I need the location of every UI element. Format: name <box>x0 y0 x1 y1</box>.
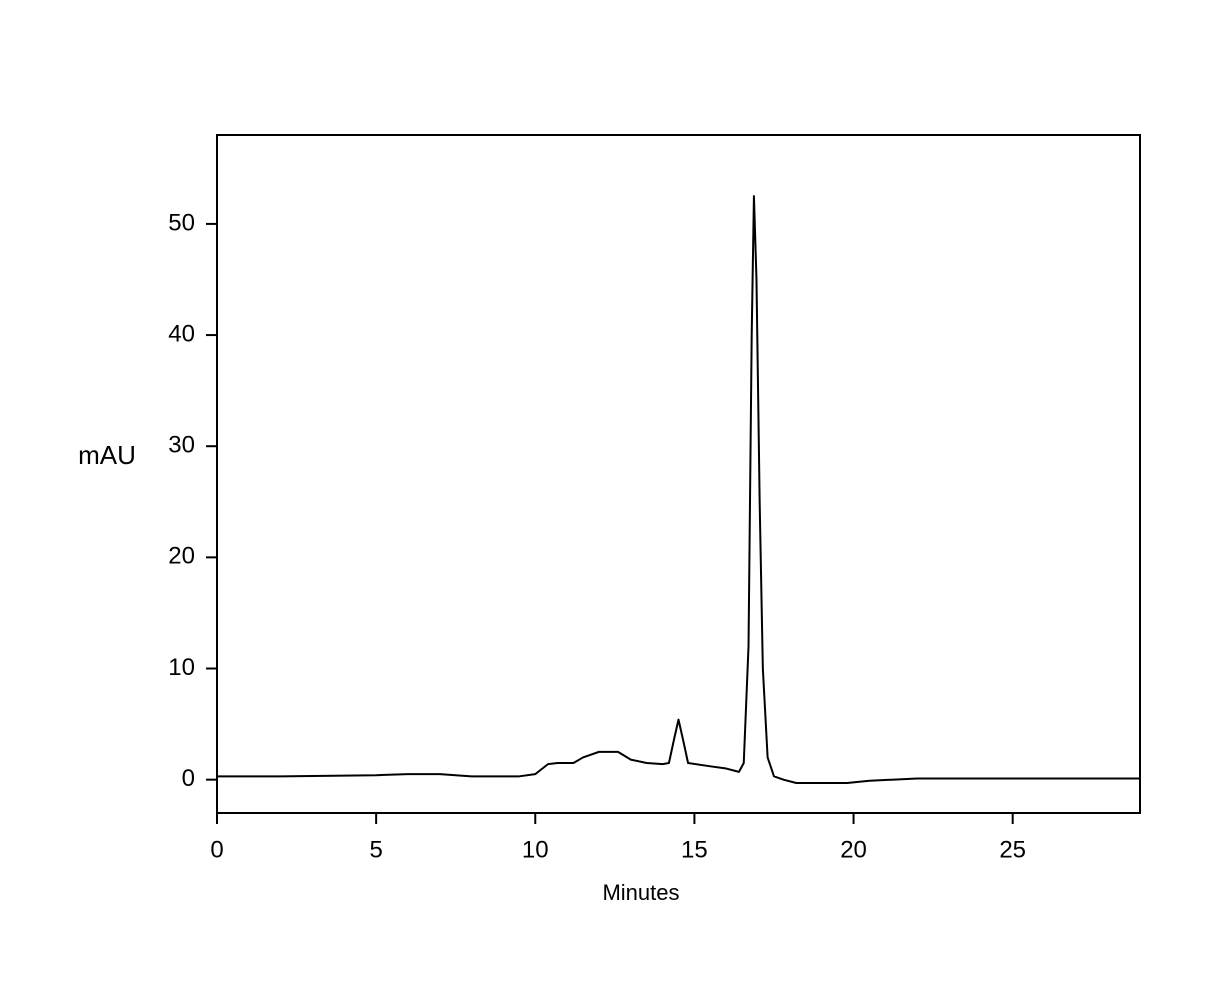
x-tick-label: 10 <box>522 836 549 863</box>
x-axis-label: Minutes <box>602 880 679 905</box>
y-tick-label: 0 <box>182 765 195 792</box>
y-tick-label: 30 <box>168 432 195 459</box>
x-tick-label: 20 <box>840 836 867 863</box>
x-tick-label: 0 <box>210 836 223 863</box>
y-tick-label: 40 <box>168 320 195 347</box>
plot-frame <box>216 134 1141 814</box>
y-tick-label: 20 <box>168 543 195 570</box>
x-tick-label: 15 <box>681 836 708 863</box>
x-tick-label: 5 <box>369 836 382 863</box>
x-tick-label: 25 <box>999 836 1026 863</box>
data-line <box>217 195 1140 784</box>
y-tick-label: 50 <box>168 209 195 236</box>
y-axis-label: mAU <box>78 440 136 470</box>
y-tick-label: 10 <box>168 654 195 681</box>
